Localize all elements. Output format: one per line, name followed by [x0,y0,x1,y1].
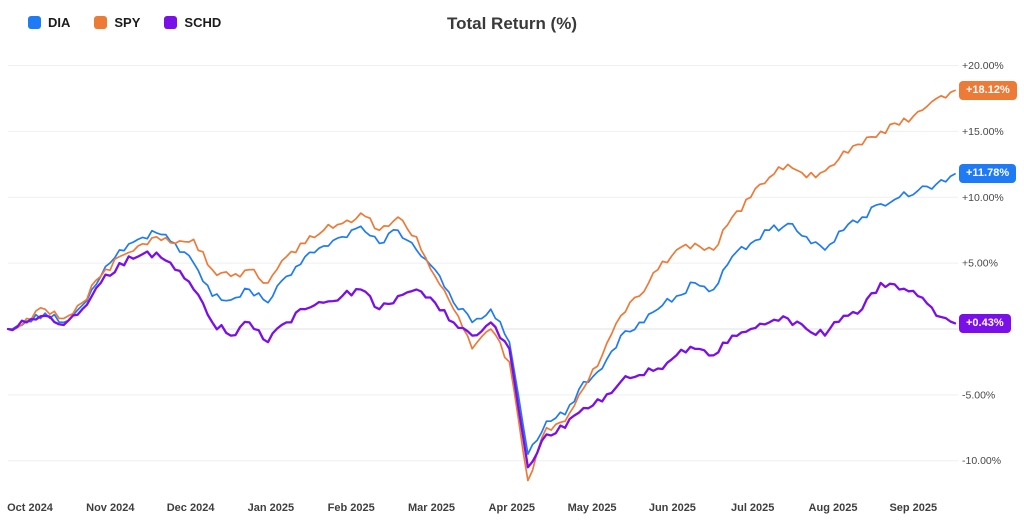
x-axis-label: Jul 2025 [731,502,774,514]
chart-legend: DIA SPY SCHD [28,15,221,30]
legend-swatch-schd [164,16,178,29]
legend-label: SCHD [184,15,222,30]
legend-label: DIA [48,15,71,30]
legend-swatch-dia [28,16,41,29]
x-axis-label: May 2025 [568,502,617,514]
y-axis-label: +15.00% [962,126,1004,138]
end-badge-schd: +0.43% [959,313,1011,333]
x-axis-label: Jun 2025 [649,502,696,514]
x-axis-label: Apr 2025 [489,502,535,514]
y-axis-label: -5.00% [962,389,995,401]
y-axis-label: -10.00% [962,455,1001,467]
x-axis-label: Aug 2025 [809,502,858,514]
legend-item-spy[interactable]: SPY [94,15,140,30]
x-axis-label: Sep 2025 [889,502,937,514]
end-badge-dia: +11.78% [959,164,1017,184]
legend-swatch-spy [94,16,108,29]
legend-item-dia[interactable]: DIA [28,15,70,30]
x-axis-label: Jan 2025 [248,502,294,514]
y-axis-label: +20.00% [962,60,1004,72]
legend-label: SPY [114,15,141,30]
x-axis-label: Oct 2024 [7,502,54,514]
chart-title: Total Return (%) [446,14,577,33]
x-axis-label: Nov 2024 [86,502,135,514]
y-axis-label: +10.00% [962,192,1004,204]
series-line-schd[interactable] [6,250,957,469]
series-line-spy[interactable] [7,89,956,482]
x-axis-label: Mar 2025 [408,502,455,514]
x-axis-label: Dec 2024 [167,502,216,514]
series-line-dia[interactable] [7,173,956,455]
legend-item-schd[interactable]: SCHD [164,15,221,30]
end-badge-spy: +18.12% [959,80,1017,100]
x-axis-label: Feb 2025 [328,502,375,514]
y-axis-label: +5.00% [962,258,998,270]
